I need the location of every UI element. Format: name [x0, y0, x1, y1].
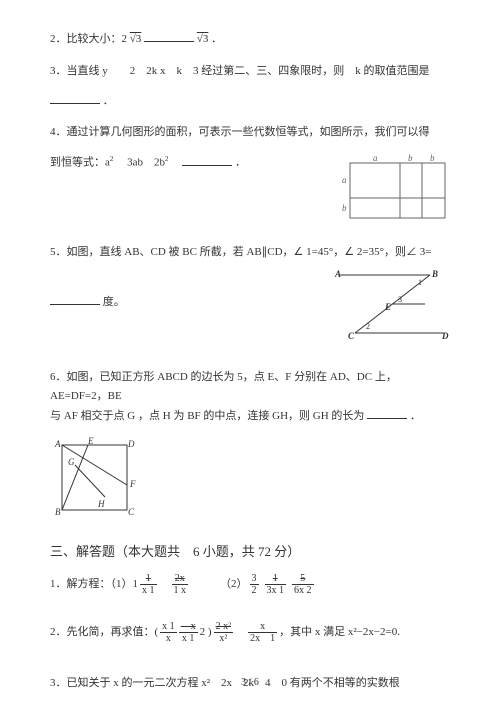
q5-figure: A B C D E 1 2 3 [330, 263, 450, 356]
q4-label-b1-top: b [408, 153, 413, 163]
q6-C: C [128, 507, 135, 517]
question-6: 6．如图，已知正方形 ABCD 的边长为 5，点 E、F 分别在 AD、DC 上… [50, 368, 450, 528]
q5-D: D [441, 331, 449, 341]
q2-sqrt-a: √3 [130, 33, 142, 45]
q2-sqrt-b: √3 [197, 33, 209, 45]
q4-line2: 到恒等式：a2 3ab 2b2 ． [50, 153, 332, 173]
section-3-header: 三、解答题（本大题共 6 小题，共 72 分） [50, 540, 450, 563]
q6-tail: ． [410, 410, 421, 422]
p1-label: 1．解方程：（1）1 [50, 575, 138, 595]
q6-svg: A D B C E F G H [50, 435, 140, 520]
question-3: 3．当直线 y 2 2k x k 3 经过第二、三、四象限时，则 k 的取值范围… [50, 62, 450, 112]
q5-n3: 3 [398, 295, 402, 304]
p1-part2: （2） [220, 575, 248, 595]
question-2: 2．比较大小：2 √3 √3 ． [50, 30, 450, 50]
q5-B: B [431, 269, 438, 279]
q6-line2-wrap: 与 AF 相交于点 G ，点 H 为 BF 的中点，连接 GH，则 GH 的长为… [50, 407, 450, 427]
q5-C: C [348, 331, 355, 341]
q5-unit: 度。 [103, 296, 125, 308]
q6-D: D [127, 439, 135, 449]
p2-frac1: x 1 x [160, 621, 177, 644]
q5-n1: 1 [418, 278, 422, 287]
p2-mid1: x x 1 [179, 621, 198, 644]
p1-frac4: 1 3x 1 [265, 573, 287, 596]
problem-2: 2．先化简，再求值：( x 1 x x x 1 2 ) 2 x² x² x 2x… [50, 621, 450, 644]
p2-label: 2．先化简，再求值：( [50, 623, 158, 643]
q4-label-a-left: a [342, 175, 347, 185]
p1-frac3: 3 2 [250, 573, 259, 596]
p1-frac5: 5 6x 2 [292, 573, 314, 596]
p2-mid2: 2 ) [200, 623, 212, 643]
p1-frac1: 1 x 1 [140, 573, 157, 596]
page-number: 3 / 6 [0, 674, 500, 692]
p2-frac3: x 2x 1 [248, 621, 277, 644]
q6-line1: 6．如图，已知正方形 ABCD 的边长为 5，点 E、F 分别在 AD、DC 上… [50, 368, 450, 408]
q4-svg: a b b a b [340, 153, 450, 223]
q5-A: A [334, 269, 341, 279]
q6-blank [367, 407, 407, 419]
q4-line1: 4．通过计算几何图形的面积，可表示一些代数恒等式，如图所示，我们可以得 [50, 123, 450, 143]
q6-figure: A D B C E F G H [50, 435, 450, 528]
problem-1: 1．解方程：（1）1 1 x 1 2x 1 x （2） 3 2 1 3x 1 5… [50, 573, 450, 596]
q4-blank [182, 154, 232, 166]
q6-G: G [68, 457, 75, 467]
q3-tail: ． [103, 95, 114, 107]
q5-n2: 2 [366, 322, 370, 331]
p1-mid1 [159, 575, 170, 595]
q5-line2: 度。 [50, 263, 322, 313]
q6-F: F [129, 479, 136, 489]
q3-blank [50, 92, 100, 104]
question-5: 5．如图，直线 AB、CD 被 BC 所截，若 AB∥CD，∠ 1=45°，∠ … [50, 243, 450, 356]
q4-tail: ． [235, 157, 246, 169]
q2-tail: ． [211, 33, 222, 45]
q6-A: A [54, 439, 61, 449]
q5-svg: A B C D E 1 2 3 [330, 263, 450, 348]
p2-frac2: 2 x² x² [214, 621, 234, 644]
q5-E: E [384, 302, 391, 312]
q5-line1: 5．如图，直线 AB、CD 被 BC 所截，若 AB∥CD，∠ 1=45°，∠ … [50, 243, 450, 263]
p1-frac2: 2x 1 x [172, 573, 189, 596]
p2-mid3 [235, 623, 246, 643]
q6-H: H [97, 499, 105, 509]
q2-text: 2．比较大小：2 [50, 33, 127, 45]
q4-label-b2-top: b [430, 153, 435, 163]
question-4: 4．通过计算几何图形的面积，可表示一些代数恒等式，如图所示，我们可以得 到恒等式… [50, 123, 450, 231]
q6-line2: 与 AF 相交于点 G ，点 H 为 BF 的中点，连接 GH，则 GH 的长为 [50, 410, 364, 422]
p2-tail: ，其中 x 满足 x²−2x−2=0. [279, 623, 400, 643]
q6-B: B [55, 507, 61, 517]
q4-label-a-top: a [373, 153, 378, 163]
q5-blank [50, 293, 100, 305]
q6-E: E [87, 436, 94, 446]
q4-line2-b: 3ab 2b [116, 157, 165, 169]
q4-figure: a b b a b [340, 153, 450, 231]
q2-blank [144, 30, 194, 42]
q4-label-b-left: b [342, 203, 347, 213]
q4-line2-a: 到恒等式：a [50, 157, 110, 169]
q3-line1: 3．当直线 y 2 2k x k 3 经过第二、三、四象限时，则 k 的取值范围… [50, 62, 450, 82]
